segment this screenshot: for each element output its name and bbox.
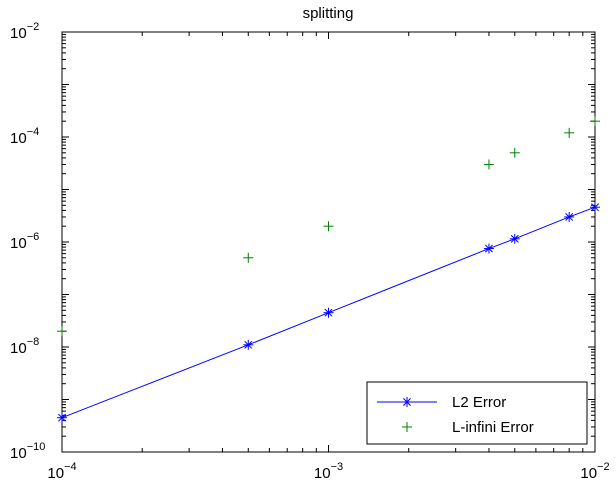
marker-stroke — [565, 212, 574, 221]
y-tick-label: 10−10 — [10, 441, 45, 462]
x-tick-label: 10−4 — [47, 461, 76, 482]
data-point — [323, 221, 334, 232]
axes: 10−4 10−3 10−2 10−10 10−8 10−6 10−4 10−2 — [10, 21, 610, 482]
data-point — [590, 202, 600, 213]
data-point — [483, 159, 494, 170]
data-point — [509, 233, 520, 244]
data-point — [243, 252, 254, 263]
data-point — [564, 127, 575, 138]
data-point — [323, 307, 334, 318]
legend-entry: L-infini Error — [402, 419, 534, 436]
y-tick-label: 10−4 — [10, 126, 39, 147]
x-tick-label: 10−2 — [580, 461, 609, 482]
y-tick-label: 10−8 — [10, 336, 39, 357]
legend-entry: L2 Error — [377, 394, 506, 411]
data-point — [590, 116, 600, 127]
legend: L2 Error L-infini Error — [366, 381, 588, 445]
legend-marker — [402, 397, 412, 407]
data-point — [57, 326, 67, 337]
y-tick-label: 10−6 — [10, 231, 39, 252]
x-tick-label: 10−3 — [314, 461, 343, 482]
data-point — [243, 339, 254, 350]
data-point — [57, 412, 67, 423]
marker-stroke — [591, 203, 599, 212]
legend-label: L2 Error — [452, 394, 506, 411]
y-tick-label: 10−2 — [10, 21, 39, 42]
marker-stroke — [403, 398, 411, 406]
marker-stroke — [484, 244, 493, 253]
legend-marker — [402, 422, 412, 432]
data-point — [483, 243, 494, 254]
marker-stroke — [510, 234, 519, 243]
legend-box — [366, 381, 588, 445]
series-0 — [57, 202, 600, 423]
series-1 — [57, 116, 600, 337]
marker-stroke — [58, 413, 66, 422]
data-point — [509, 147, 520, 158]
legend-label: L-infini Error — [452, 419, 534, 436]
data-point — [564, 211, 575, 222]
marker-stroke — [324, 308, 333, 317]
series-layer — [57, 116, 600, 423]
marker-stroke — [244, 340, 253, 349]
chart-title: splitting — [303, 5, 354, 22]
